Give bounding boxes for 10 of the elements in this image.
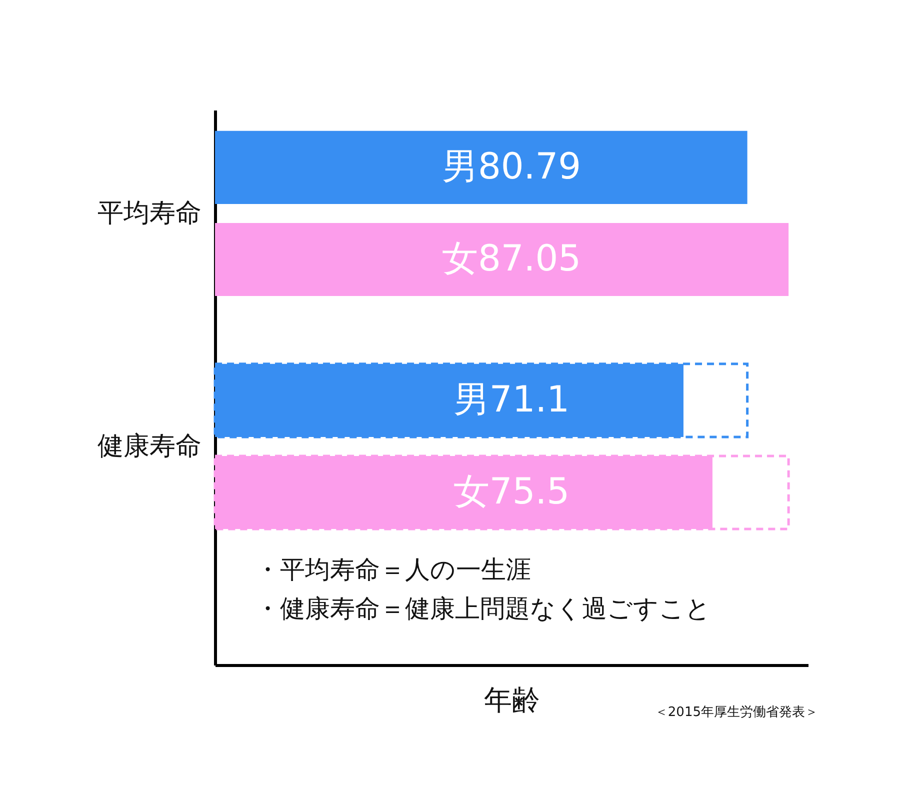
- annotation: ・健康寿命＝健康上問題なく過ごすこと: [255, 594, 711, 623]
- data-label: 男80.79: [442, 146, 582, 188]
- y-tick-label: 健康寿命: [98, 431, 202, 462]
- y-tick-label: 平均寿命: [98, 198, 202, 228]
- data-label: 女87.05: [442, 238, 582, 280]
- annotation: ・平均寿命＝人の一生涯: [255, 555, 531, 584]
- data-label: 女75.5: [453, 472, 570, 513]
- data-label: 男71.1: [453, 379, 570, 420]
- text: ＜2015年厚生労働省発表＞: [654, 705, 818, 720]
- x-axis-title: 年齢: [484, 684, 540, 716]
